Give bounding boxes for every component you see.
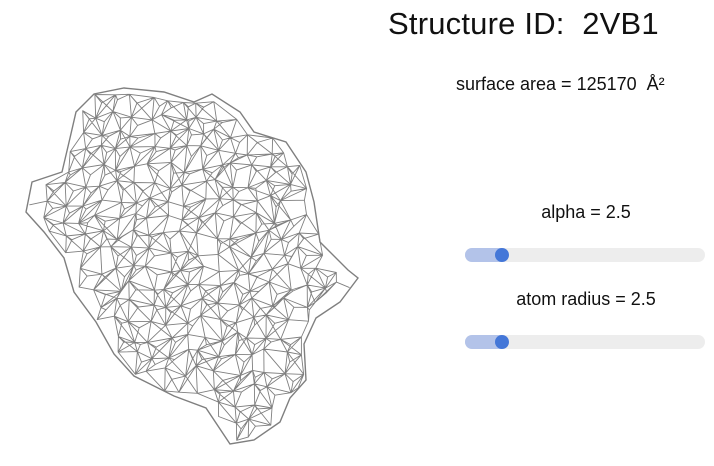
alpha-slider-thumb[interactable] <box>495 248 510 262</box>
atom-radius-slider-thumb[interactable] <box>495 335 510 349</box>
surface-area-readout: surface area = 125170 Å² <box>456 74 665 94</box>
alpha-slider-fill <box>465 248 503 262</box>
atom-radius-slider[interactable] <box>465 335 705 349</box>
alpha-slider-track[interactable] <box>465 248 705 262</box>
atom-radius-slider-fill <box>465 335 503 349</box>
wireframe-mesh <box>25 87 359 445</box>
alpha-slider[interactable] <box>465 248 705 262</box>
atom-radius-label: atom radius = 2.5 <box>516 289 656 309</box>
mesh-edges <box>29 93 350 441</box>
atom-radius-slider-track[interactable] <box>465 335 705 349</box>
mesh-outline <box>25 87 359 445</box>
alpha-label: alpha = 2.5 <box>541 202 631 222</box>
surface-mesh-viewer[interactable] <box>14 82 364 450</box>
structure-title: Structure ID: 2VB1 <box>388 6 659 41</box>
